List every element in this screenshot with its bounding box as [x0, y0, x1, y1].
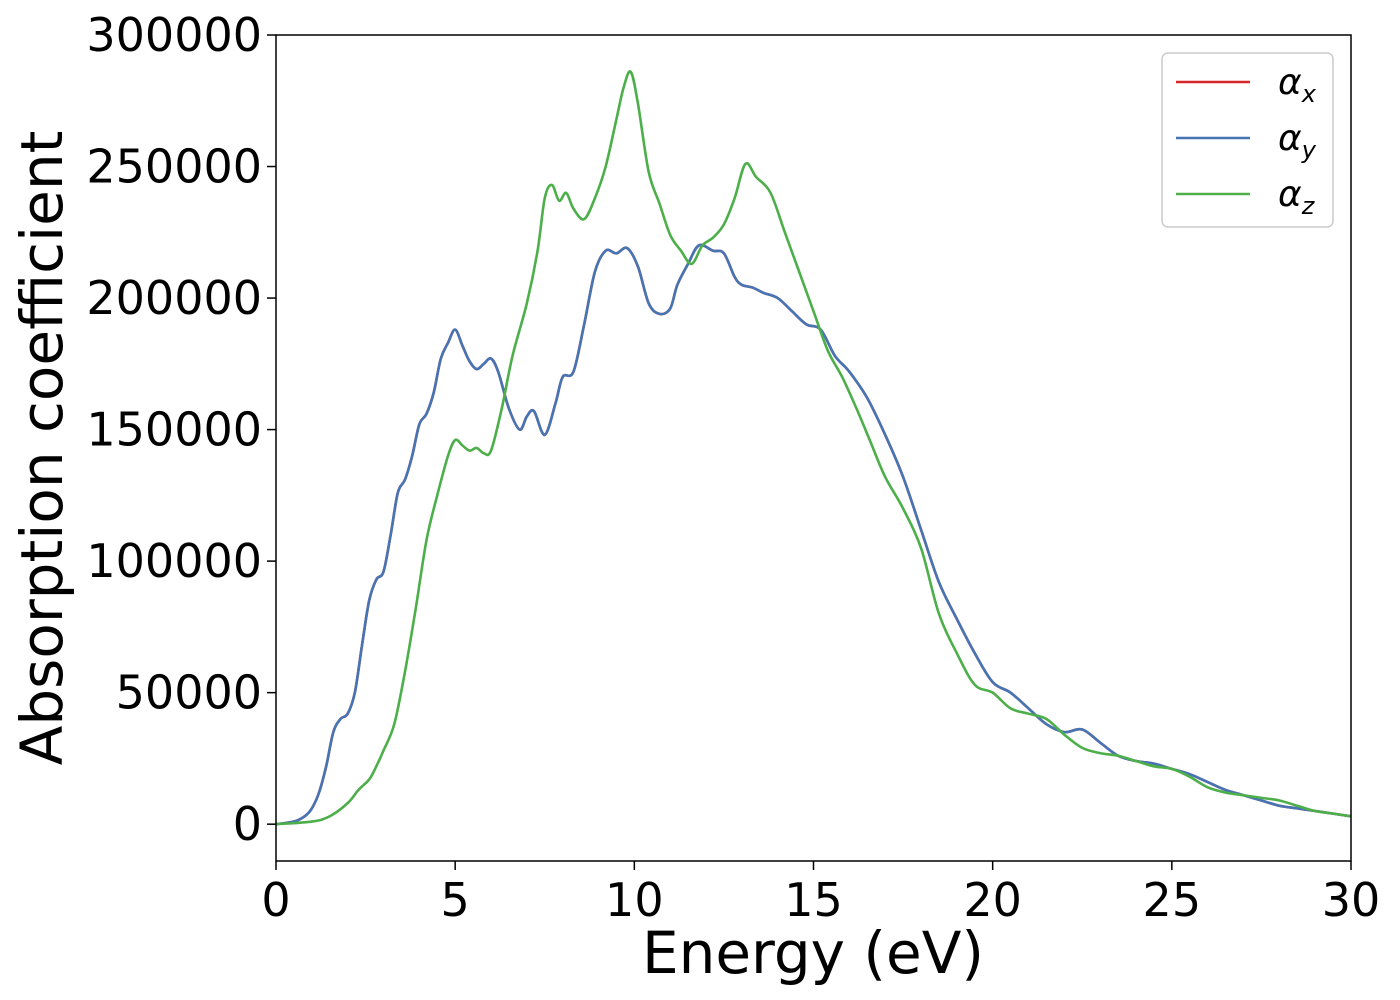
y-axis-label: Absorption coefficient — [8, 131, 76, 766]
y-axis-ticks: 0 50000 100000 150000 200000 250000 300000 — [86, 8, 276, 851]
x-tick-label: 15 — [784, 873, 843, 927]
x-tick-label: 0 — [261, 873, 290, 927]
series-line-alpha-z — [276, 70, 1351, 826]
x-axis-ticks: 0 5 10 15 20 25 30 — [261, 861, 1380, 927]
y-tick-label: 100000 — [86, 534, 262, 588]
y-tick-label: 300000 — [86, 8, 262, 62]
legend-label-alpha-y: αy — [1278, 118, 1317, 164]
x-tick-label: 5 — [441, 873, 470, 927]
legend-label-alpha-x: αx — [1278, 62, 1317, 108]
legend-box — [1161, 52, 1334, 228]
x-tick-label: 25 — [1143, 873, 1202, 927]
legend-label-alpha-z: αz — [1278, 174, 1316, 220]
y-tick-label: 0 — [233, 797, 262, 851]
x-axis-label: Energy (eV) — [642, 919, 984, 987]
x-tick-label: 30 — [1322, 873, 1381, 927]
x-tick-label: 10 — [605, 873, 664, 927]
y-tick-label: 200000 — [86, 271, 262, 325]
y-tick-label: 50000 — [116, 666, 262, 720]
y-tick-label: 250000 — [86, 140, 262, 194]
legend: αx αy αz — [1161, 52, 1334, 228]
series-layer — [276, 70, 1351, 826]
series-line-alpha-y — [276, 243, 1351, 826]
y-tick-label: 150000 — [86, 403, 262, 457]
x-tick-label: 20 — [963, 873, 1022, 927]
